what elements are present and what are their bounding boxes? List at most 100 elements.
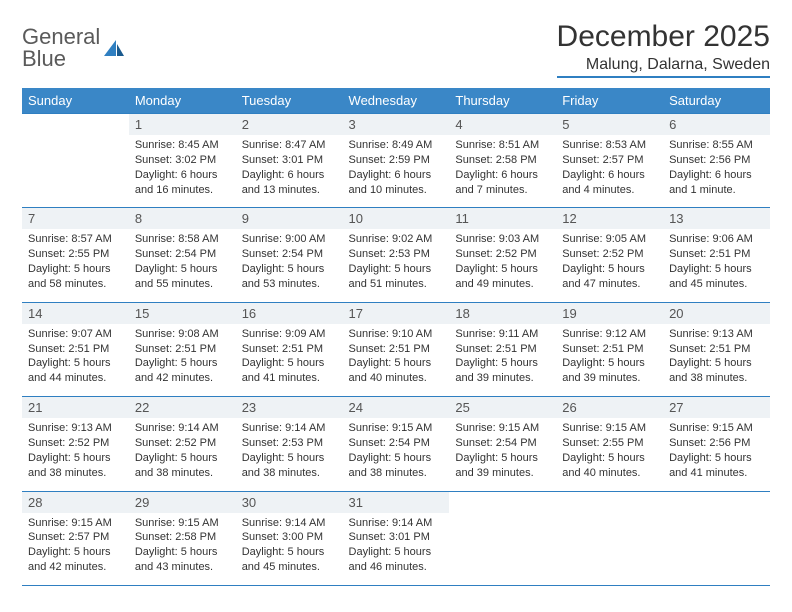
day-line: Daylight: 5 hours [455, 262, 550, 277]
day-header-row: Sunday Monday Tuesday Wednesday Thursday… [22, 88, 770, 114]
day-line: Sunset: 2:55 PM [28, 247, 123, 262]
calendar-cell: 5Sunrise: 8:53 AMSunset: 2:57 PMDaylight… [556, 114, 663, 208]
day-line: Daylight: 5 hours [28, 356, 123, 371]
day-details: Sunrise: 9:14 AMSunset: 3:01 PMDaylight:… [343, 513, 450, 585]
day-details: Sunrise: 9:03 AMSunset: 2:52 PMDaylight:… [449, 229, 556, 301]
day-line: Daylight: 5 hours [135, 545, 230, 560]
day-number: 17 [343, 303, 450, 324]
day-details: Sunrise: 9:08 AMSunset: 2:51 PMDaylight:… [129, 324, 236, 396]
day-line: and 43 minutes. [135, 560, 230, 575]
calendar-cell: 6Sunrise: 8:55 AMSunset: 2:56 PMDaylight… [663, 114, 770, 208]
day-line: Daylight: 5 hours [242, 451, 337, 466]
day-details: Sunrise: 9:15 AMSunset: 2:57 PMDaylight:… [22, 513, 129, 585]
calendar-cell: 29Sunrise: 9:15 AMSunset: 2:58 PMDayligh… [129, 491, 236, 585]
day-line: Sunset: 2:54 PM [349, 436, 444, 451]
day-details: Sunrise: 8:49 AMSunset: 2:59 PMDaylight:… [343, 135, 450, 207]
sail-icon [104, 40, 124, 56]
day-line: Daylight: 5 hours [242, 262, 337, 277]
calendar-cell: 17Sunrise: 9:10 AMSunset: 2:51 PMDayligh… [343, 302, 450, 396]
calendar-cell [556, 491, 663, 585]
calendar-cell: 19Sunrise: 9:12 AMSunset: 2:51 PMDayligh… [556, 302, 663, 396]
day-line: Sunrise: 9:00 AM [242, 232, 337, 247]
day-number: 3 [343, 114, 450, 135]
calendar-cell: 20Sunrise: 9:13 AMSunset: 2:51 PMDayligh… [663, 302, 770, 396]
day-line: Sunrise: 9:09 AM [242, 327, 337, 342]
day-number: 25 [449, 397, 556, 418]
day-line: Sunset: 2:57 PM [28, 530, 123, 545]
day-line: and 45 minutes. [242, 560, 337, 575]
day-number: 11 [449, 208, 556, 229]
day-line: Daylight: 6 hours [562, 168, 657, 183]
calendar-week: 28Sunrise: 9:15 AMSunset: 2:57 PMDayligh… [22, 491, 770, 585]
calendar-cell: 23Sunrise: 9:14 AMSunset: 2:53 PMDayligh… [236, 397, 343, 491]
day-details: Sunrise: 9:11 AMSunset: 2:51 PMDaylight:… [449, 324, 556, 396]
header-saturday: Saturday [663, 88, 770, 114]
day-line: Sunrise: 8:57 AM [28, 232, 123, 247]
day-number: 29 [129, 492, 236, 513]
day-line: Daylight: 6 hours [135, 168, 230, 183]
day-details: Sunrise: 8:53 AMSunset: 2:57 PMDaylight:… [556, 135, 663, 207]
day-details: Sunrise: 9:07 AMSunset: 2:51 PMDaylight:… [22, 324, 129, 396]
title-block: December 2025 Malung, Dalarna, Sweden [557, 20, 770, 78]
day-details: Sunrise: 9:09 AMSunset: 2:51 PMDaylight:… [236, 324, 343, 396]
day-number: 22 [129, 397, 236, 418]
calendar-cell [449, 491, 556, 585]
day-line: Sunrise: 9:15 AM [455, 421, 550, 436]
day-line: Sunset: 2:56 PM [669, 436, 764, 451]
day-number: 20 [663, 303, 770, 324]
day-number: 7 [22, 208, 129, 229]
day-line: Sunset: 3:02 PM [135, 153, 230, 168]
day-line: and 39 minutes. [562, 371, 657, 386]
day-line: Sunset: 2:52 PM [455, 247, 550, 262]
day-line: Sunset: 2:59 PM [349, 153, 444, 168]
day-number: 21 [22, 397, 129, 418]
header-thursday: Thursday [449, 88, 556, 114]
day-line: Sunset: 2:51 PM [349, 342, 444, 357]
day-line: Daylight: 5 hours [669, 356, 764, 371]
day-line: Sunset: 2:54 PM [135, 247, 230, 262]
calendar-cell: 1Sunrise: 8:45 AMSunset: 3:02 PMDaylight… [129, 114, 236, 208]
day-line: and 16 minutes. [135, 183, 230, 198]
day-number: 26 [556, 397, 663, 418]
day-details: Sunrise: 9:15 AMSunset: 2:56 PMDaylight:… [663, 418, 770, 490]
location: Malung, Dalarna, Sweden [557, 56, 770, 78]
day-line: Sunset: 2:51 PM [669, 247, 764, 262]
day-line: Sunrise: 8:58 AM [135, 232, 230, 247]
day-line: Sunrise: 9:11 AM [455, 327, 550, 342]
calendar-cell: 12Sunrise: 9:05 AMSunset: 2:52 PMDayligh… [556, 208, 663, 302]
day-line: Sunrise: 9:12 AM [562, 327, 657, 342]
calendar-week: 21Sunrise: 9:13 AMSunset: 2:52 PMDayligh… [22, 397, 770, 491]
day-number: 30 [236, 492, 343, 513]
day-details: Sunrise: 9:02 AMSunset: 2:53 PMDaylight:… [343, 229, 450, 301]
day-details: Sunrise: 9:10 AMSunset: 2:51 PMDaylight:… [343, 324, 450, 396]
day-line: Sunrise: 9:06 AM [669, 232, 764, 247]
day-details: Sunrise: 8:51 AMSunset: 2:58 PMDaylight:… [449, 135, 556, 207]
day-line: and 46 minutes. [349, 560, 444, 575]
header-tuesday: Tuesday [236, 88, 343, 114]
calendar-cell [663, 491, 770, 585]
day-line: Sunset: 2:51 PM [455, 342, 550, 357]
day-details: Sunrise: 9:14 AMSunset: 3:00 PMDaylight:… [236, 513, 343, 585]
calendar-cell: 9Sunrise: 9:00 AMSunset: 2:54 PMDaylight… [236, 208, 343, 302]
day-number: 24 [343, 397, 450, 418]
calendar-cell: 22Sunrise: 9:14 AMSunset: 2:52 PMDayligh… [129, 397, 236, 491]
calendar-cell: 14Sunrise: 9:07 AMSunset: 2:51 PMDayligh… [22, 302, 129, 396]
day-line: and 39 minutes. [455, 371, 550, 386]
day-details: Sunrise: 9:15 AMSunset: 2:55 PMDaylight:… [556, 418, 663, 490]
calendar-cell: 3Sunrise: 8:49 AMSunset: 2:59 PMDaylight… [343, 114, 450, 208]
day-number: 27 [663, 397, 770, 418]
day-line: Daylight: 5 hours [28, 451, 123, 466]
day-details: Sunrise: 8:47 AMSunset: 3:01 PMDaylight:… [236, 135, 343, 207]
day-details: Sunrise: 9:13 AMSunset: 2:51 PMDaylight:… [663, 324, 770, 396]
day-line: Daylight: 5 hours [562, 451, 657, 466]
calendar-cell: 26Sunrise: 9:15 AMSunset: 2:55 PMDayligh… [556, 397, 663, 491]
page-title: December 2025 [557, 20, 770, 54]
day-line: Sunrise: 9:15 AM [349, 421, 444, 436]
day-number: 1 [129, 114, 236, 135]
day-number: 2 [236, 114, 343, 135]
day-line: and 47 minutes. [562, 277, 657, 292]
calendar-cell: 8Sunrise: 8:58 AMSunset: 2:54 PMDaylight… [129, 208, 236, 302]
day-details: Sunrise: 9:14 AMSunset: 2:52 PMDaylight:… [129, 418, 236, 490]
calendar-week: 1Sunrise: 8:45 AMSunset: 3:02 PMDaylight… [22, 114, 770, 208]
calendar-cell: 16Sunrise: 9:09 AMSunset: 2:51 PMDayligh… [236, 302, 343, 396]
